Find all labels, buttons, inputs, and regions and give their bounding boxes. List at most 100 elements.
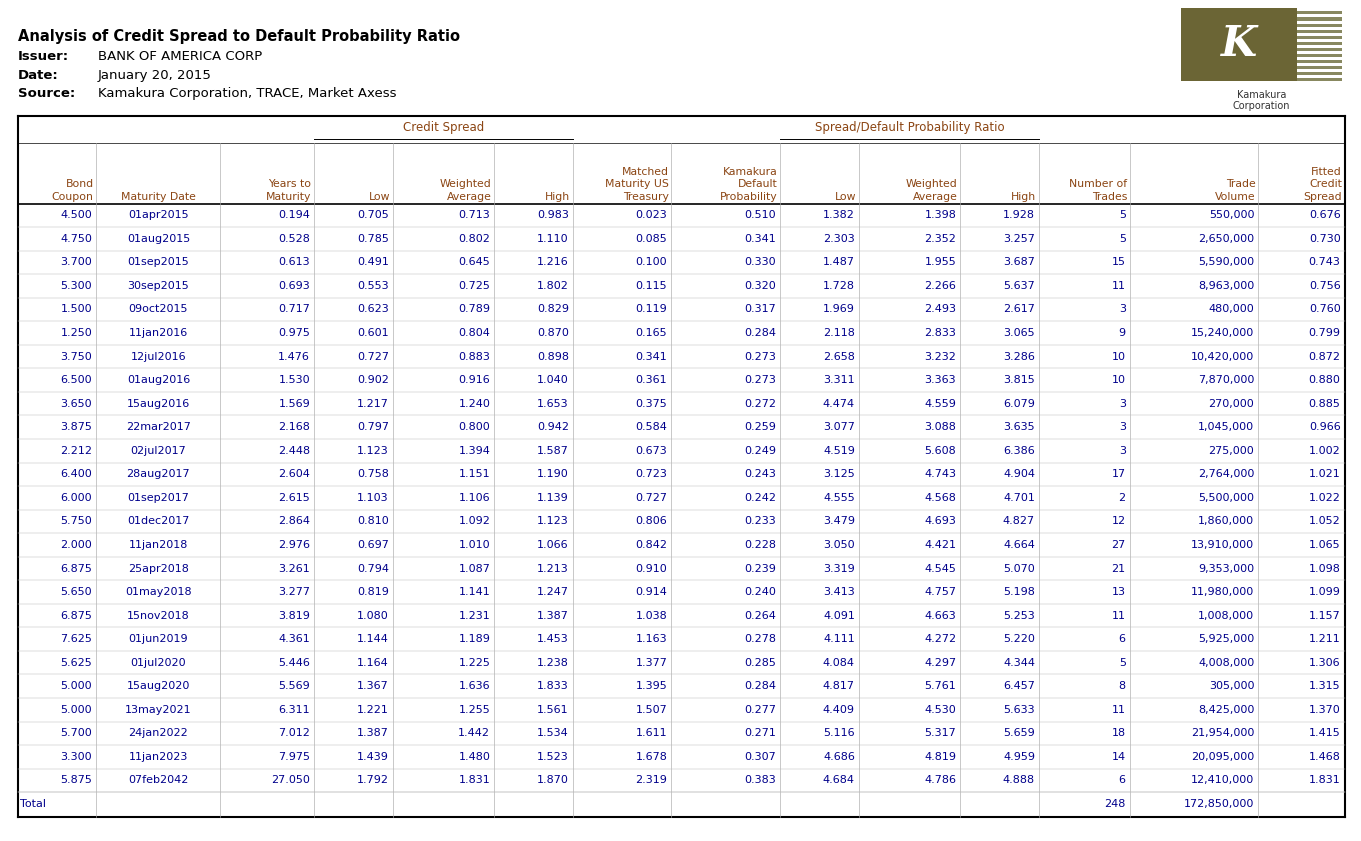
Text: 172,850,000: 172,850,000 — [1184, 799, 1255, 809]
Text: 6.457: 6.457 — [1003, 681, 1034, 691]
Text: 1.002: 1.002 — [1309, 446, 1341, 456]
Text: Matched
Maturity US
Treasury: Matched Maturity US Treasury — [604, 167, 668, 202]
Text: 3.088: 3.088 — [924, 422, 957, 432]
Text: 248: 248 — [1104, 799, 1126, 809]
Text: 12jul2016: 12jul2016 — [131, 352, 186, 362]
Text: 10: 10 — [1112, 352, 1126, 362]
Text: 4.664: 4.664 — [1003, 540, 1034, 550]
Text: 0.233: 0.233 — [744, 516, 776, 526]
Text: 0.330: 0.330 — [744, 257, 776, 267]
Text: 5: 5 — [1119, 234, 1126, 244]
Text: 1.453: 1.453 — [538, 634, 569, 644]
Text: Weighted
Average: Weighted Average — [440, 179, 491, 202]
Text: 02jul2017: 02jul2017 — [131, 446, 186, 456]
Text: 3.261: 3.261 — [279, 563, 310, 574]
Text: 1.189: 1.189 — [459, 634, 490, 644]
Text: 2.000: 2.000 — [60, 540, 93, 550]
Text: 0.676: 0.676 — [1309, 210, 1341, 220]
Text: 22mar2017: 22mar2017 — [127, 422, 191, 432]
Text: 1.038: 1.038 — [636, 611, 667, 621]
Text: 1.500: 1.500 — [61, 304, 93, 315]
Text: 2.864: 2.864 — [278, 516, 310, 526]
Text: 0.870: 0.870 — [538, 328, 569, 338]
Text: 1.487: 1.487 — [823, 257, 855, 267]
Text: 3.300: 3.300 — [61, 752, 93, 762]
Text: 1.225: 1.225 — [459, 658, 490, 668]
Text: 4.519: 4.519 — [823, 446, 855, 456]
Bar — [1297, 78, 1342, 81]
Text: 6.875: 6.875 — [60, 611, 93, 621]
Text: 1.110: 1.110 — [538, 234, 569, 244]
Bar — [1297, 18, 1342, 20]
Text: 0.916: 0.916 — [459, 375, 490, 385]
Text: 1.792: 1.792 — [357, 775, 389, 785]
Text: 0.785: 0.785 — [357, 234, 389, 244]
Text: 4.750: 4.750 — [60, 234, 93, 244]
Text: 1.139: 1.139 — [538, 493, 569, 503]
Text: 17: 17 — [1112, 469, 1126, 479]
Text: Maturity Date: Maturity Date — [121, 192, 196, 202]
Text: 4.693: 4.693 — [924, 516, 957, 526]
Text: 21,954,000: 21,954,000 — [1191, 728, 1255, 738]
Text: 0.885: 0.885 — [1309, 399, 1341, 409]
Text: 1.164: 1.164 — [357, 658, 389, 668]
Text: 0.601: 0.601 — [357, 328, 389, 338]
Text: 0.242: 0.242 — [744, 493, 776, 503]
Text: 5.300: 5.300 — [61, 281, 93, 291]
Text: 4.421: 4.421 — [924, 540, 957, 550]
Text: K: K — [1221, 23, 1258, 65]
Text: 01aug2015: 01aug2015 — [127, 234, 191, 244]
Text: 2.604: 2.604 — [278, 469, 310, 479]
Text: 0.942: 0.942 — [536, 422, 569, 432]
Text: 1.387: 1.387 — [357, 728, 389, 738]
Text: 7,870,000: 7,870,000 — [1198, 375, 1255, 385]
Text: 1.306: 1.306 — [1309, 658, 1341, 668]
Text: 5,500,000: 5,500,000 — [1198, 493, 1255, 503]
Text: 0.271: 0.271 — [744, 728, 776, 738]
Text: 1.151: 1.151 — [459, 469, 490, 479]
Text: 8: 8 — [1119, 681, 1126, 691]
Text: 1.216: 1.216 — [538, 257, 569, 267]
Text: 4.111: 4.111 — [823, 634, 855, 644]
Text: 1.678: 1.678 — [636, 752, 667, 762]
Text: 0.100: 0.100 — [636, 257, 667, 267]
Text: 0.829: 0.829 — [536, 304, 569, 315]
Text: 2.118: 2.118 — [823, 328, 855, 338]
Text: 0.723: 0.723 — [636, 469, 667, 479]
Text: 3.257: 3.257 — [1003, 234, 1034, 244]
Text: 0.341: 0.341 — [636, 352, 667, 362]
Text: 0.730: 0.730 — [1309, 234, 1341, 244]
Text: 21: 21 — [1112, 563, 1126, 574]
Text: 3: 3 — [1119, 304, 1126, 315]
Text: 0.756: 0.756 — [1309, 281, 1341, 291]
Text: 1.087: 1.087 — [459, 563, 490, 574]
Text: 15,240,000: 15,240,000 — [1191, 328, 1255, 338]
Text: 275,000: 275,000 — [1209, 446, 1255, 456]
Text: 9,353,000: 9,353,000 — [1198, 563, 1255, 574]
Text: 5: 5 — [1119, 210, 1126, 220]
Text: 1.523: 1.523 — [538, 752, 569, 762]
Text: 1.238: 1.238 — [538, 658, 569, 668]
Text: 1.103: 1.103 — [357, 493, 389, 503]
Text: 1.833: 1.833 — [538, 681, 569, 691]
Text: 0.713: 0.713 — [459, 210, 490, 220]
Text: 3.232: 3.232 — [924, 352, 957, 362]
Text: 0.284: 0.284 — [744, 681, 776, 691]
Text: 4.684: 4.684 — [823, 775, 855, 785]
Text: 4.555: 4.555 — [823, 493, 855, 503]
Text: 3.125: 3.125 — [823, 469, 855, 479]
Text: 0.528: 0.528 — [278, 234, 310, 244]
Text: 1.092: 1.092 — [459, 516, 490, 526]
Text: 0.307: 0.307 — [744, 752, 776, 762]
Text: 15aug2020: 15aug2020 — [127, 681, 191, 691]
Text: 0.259: 0.259 — [744, 422, 776, 432]
Text: 0.725: 0.725 — [459, 281, 490, 291]
Text: 5.700: 5.700 — [60, 728, 93, 738]
Text: 12: 12 — [1112, 516, 1126, 526]
Text: 3: 3 — [1119, 399, 1126, 409]
Text: 1.507: 1.507 — [636, 705, 667, 715]
Text: 0.264: 0.264 — [744, 611, 776, 621]
Text: 1.636: 1.636 — [459, 681, 490, 691]
Bar — [1297, 35, 1342, 39]
Text: 0.584: 0.584 — [636, 422, 667, 432]
